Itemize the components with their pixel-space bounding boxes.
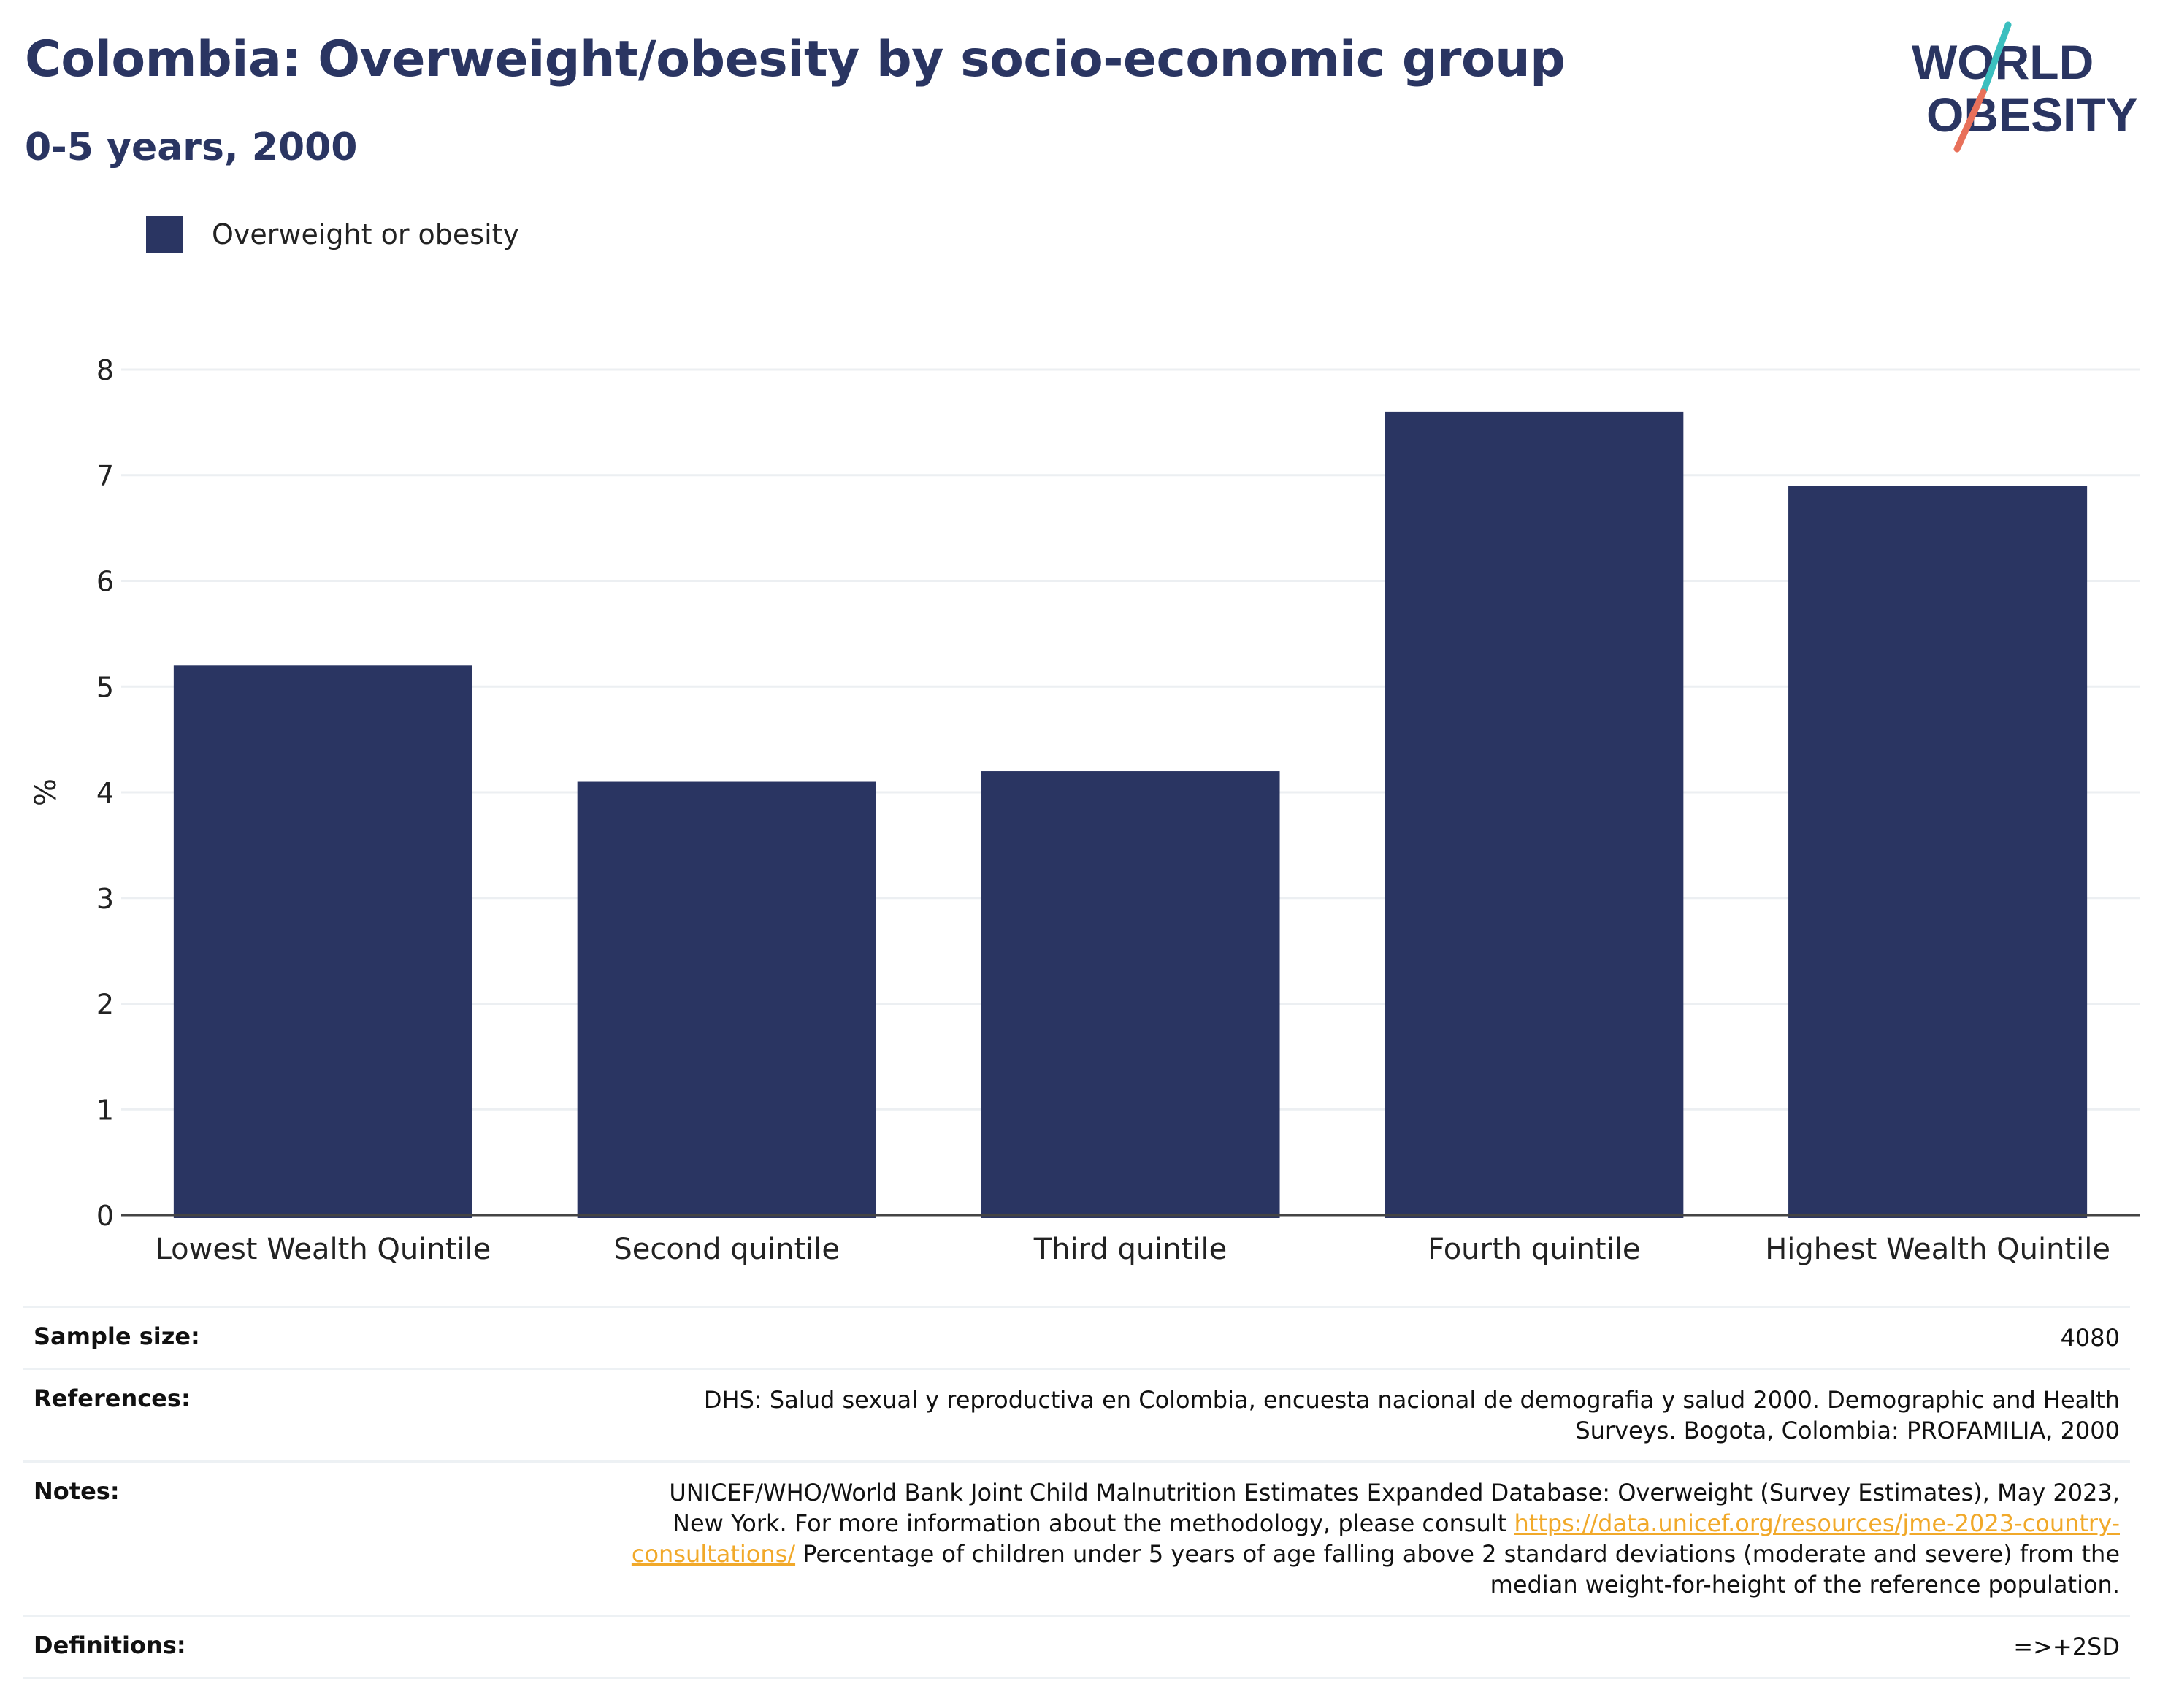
definitions-label: Definitions: — [34, 1631, 186, 1659]
x-tick-label: Third quintile — [1033, 1233, 1227, 1266]
y-tick-label: 8 — [96, 354, 114, 386]
x-tick-label: Highest Wealth Quintile — [1765, 1233, 2110, 1266]
definitions-value: =>+2SD — [2013, 1633, 2120, 1661]
bar — [173, 665, 472, 1218]
y-tick-label: 4 — [96, 777, 114, 809]
bar — [1788, 486, 2088, 1218]
y-tick-label: 0 — [96, 1200, 114, 1232]
sample-size-value: 4080 — [2060, 1324, 2120, 1352]
y-tick-label: 2 — [96, 989, 114, 1021]
y-tick-label: 7 — [96, 460, 114, 492]
y-tick-label: 5 — [96, 671, 114, 703]
logo-slash-lower — [1953, 88, 1987, 153]
definitions-row: Definitions: =>+2SD — [23, 1617, 2130, 1679]
bar-chart: 0 1 2 3 4 5 6 7 8% Lowest Wealth Quintile Second q… — [29, 354, 2140, 1266]
notes-row: Notes: UNICEF/WHO/World Bank Joint Child… — [23, 1463, 2130, 1617]
y-axis-label: % — [29, 778, 63, 806]
notes-text-after: Percentage of children under 5 years of … — [795, 1540, 2120, 1598]
references-row: References: DHS: Salud sexual y reproduc… — [23, 1370, 2130, 1463]
notes-value: UNICEF/WHO/World Bank Joint Child Malnut… — [616, 1477, 2120, 1600]
notes-link[interactable]: https://data.unicef.org/resources/jme-20… — [631, 1509, 2120, 1568]
legend-swatch — [146, 216, 183, 253]
sample-size-row: Sample size: 4080 — [23, 1306, 2130, 1370]
notes-label: Notes: — [34, 1477, 120, 1505]
x-tick-label: Fourth quintile — [1428, 1233, 1640, 1266]
sample-size-label: Sample size: — [34, 1322, 200, 1350]
x-tick-label: Second quintile — [613, 1233, 840, 1266]
y-tick-label: 6 — [96, 566, 114, 598]
y-tick-label: 3 — [96, 883, 114, 915]
metadata-table: Sample size: 4080 References: DHS: Salud… — [23, 1306, 2130, 1679]
chart-subtitle: 0-5 years, 2000 — [25, 126, 358, 169]
logo-text-obesity: OBESITY — [1926, 88, 2138, 142]
y-tick-label: 1 — [96, 1094, 114, 1126]
chart-title: Colombia: Overweight/obesity by socio-ec… — [25, 31, 1566, 88]
bar — [981, 771, 1280, 1218]
x-tick-label: Lowest Wealth Quintile — [156, 1233, 491, 1266]
references-label: References: — [34, 1385, 191, 1412]
world-obesity-logo: WORLD OBESITY — [1912, 21, 2138, 153]
logo-slash-upper — [1980, 21, 2012, 96]
bar — [577, 781, 876, 1218]
bar — [1385, 411, 1684, 1218]
notes-text-before: UNICEF/WHO/World Bank Joint Child Malnut… — [669, 1479, 2120, 1537]
chart-legend[interactable]: Overweight or obesity — [146, 216, 519, 253]
legend-label: Overweight or obesity — [212, 218, 520, 250]
references-value: DHS: Salud sexual y reproductiva en Colo… — [703, 1386, 2120, 1444]
